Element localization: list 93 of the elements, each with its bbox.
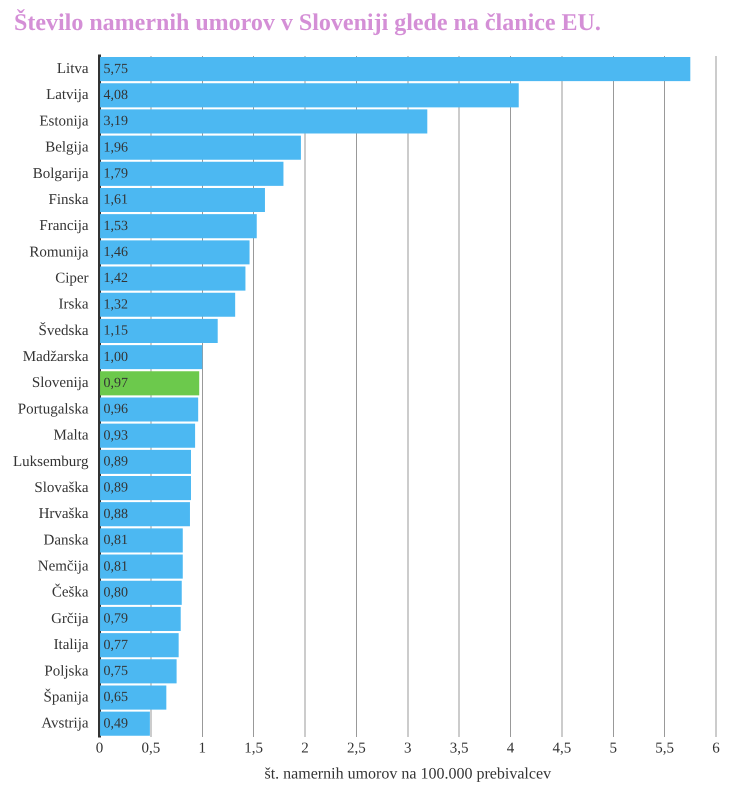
data-label: 1,46 xyxy=(104,245,128,260)
y-tick-label: Hrvaška xyxy=(38,506,89,522)
bar xyxy=(100,606,181,632)
x-tick-label: 2 xyxy=(301,740,309,757)
data-label: 0,65 xyxy=(104,690,128,706)
y-tick-label: Finska xyxy=(48,192,89,208)
data-label: 1,53 xyxy=(104,218,128,234)
bar xyxy=(100,633,179,658)
data-label: 0,79 xyxy=(104,612,128,627)
bar xyxy=(100,109,428,134)
data-label: 0,88 xyxy=(104,506,128,522)
bar xyxy=(100,450,191,474)
y-tick-label: Španija xyxy=(44,688,89,706)
x-tick-label: 3 xyxy=(404,740,412,757)
bar xyxy=(100,136,301,160)
y-tick-label: Latvija xyxy=(46,87,89,104)
data-label: 1,15 xyxy=(104,324,128,339)
y-tick-label: Nemčija xyxy=(38,558,89,575)
bar xyxy=(100,502,190,526)
y-tick-label: Romunija xyxy=(29,244,89,260)
y-tick-label: Irska xyxy=(58,296,89,313)
y-tick-label: Danska xyxy=(44,532,89,548)
data-label: 0,77 xyxy=(104,638,128,653)
bar xyxy=(100,685,166,710)
bar xyxy=(100,83,519,108)
bar xyxy=(100,659,177,684)
data-label: 0,49 xyxy=(104,716,128,732)
y-tick-label: Italija xyxy=(54,637,89,654)
x-tick-label: 1,5 xyxy=(244,740,264,757)
y-tick-label: Madžarska xyxy=(22,349,89,366)
data-label: 1,79 xyxy=(104,166,128,182)
data-label: 0,97 xyxy=(104,376,128,391)
data-label: 1,32 xyxy=(104,297,128,312)
y-tick-label: Bolgarija xyxy=(32,166,89,182)
data-label: 1,61 xyxy=(104,192,128,208)
bar xyxy=(100,712,150,736)
bar xyxy=(100,424,196,448)
y-tick-label: Avstrija xyxy=(41,716,89,732)
y-tick-label: Češka xyxy=(52,584,89,601)
y-tick-label: Švedska xyxy=(38,322,89,339)
bar xyxy=(100,292,236,317)
bar xyxy=(100,188,265,212)
x-tick-label: 0,5 xyxy=(142,740,160,757)
data-label: 3,19 xyxy=(104,114,128,130)
x-tick-label: 6 xyxy=(712,740,720,757)
data-label: 0,89 xyxy=(104,480,128,496)
data-label: 0,96 xyxy=(104,402,128,418)
bar xyxy=(100,240,250,264)
x-tick-label: 3,5 xyxy=(450,740,469,757)
y-tick-label: Slovaška xyxy=(34,480,89,496)
y-tick-label: Estonija xyxy=(39,113,89,130)
y-tick-label: Poljska xyxy=(44,663,89,680)
x-tick-label: 1 xyxy=(198,740,206,757)
x-axis-title: št. namernih umorov na 100.000 prebivalcev xyxy=(264,766,552,783)
bar xyxy=(100,214,257,238)
bar xyxy=(100,397,198,422)
data-label: 4,08 xyxy=(104,88,128,103)
data-label: 0,75 xyxy=(104,664,128,680)
x-tick-label: 4 xyxy=(506,740,515,757)
data-label: 0,81 xyxy=(104,533,128,548)
y-tick-label: Luksemburg xyxy=(12,454,90,470)
data-label: 0,89 xyxy=(104,454,128,470)
x-tick-label: 0 xyxy=(96,740,104,757)
bar xyxy=(100,580,182,605)
data-label: 5,75 xyxy=(104,62,128,77)
bar xyxy=(100,554,183,579)
bar xyxy=(100,162,284,186)
bar xyxy=(100,318,218,343)
bar xyxy=(100,371,200,396)
y-tick-label: Grčija xyxy=(51,610,89,627)
y-tick-label: Litva xyxy=(56,61,89,78)
bar xyxy=(100,528,183,552)
bar xyxy=(100,345,202,370)
chart-title: Število namernih umorov v Sloveniji glede na članice EU. xyxy=(13,8,602,38)
y-tick-label: Ciper xyxy=(55,270,89,287)
data-label: 0,81 xyxy=(104,559,128,574)
y-tick-label: Portugalska xyxy=(18,401,89,418)
x-tick-label: 2,5 xyxy=(347,740,366,757)
bar xyxy=(100,266,246,291)
y-tick-label: Belgija xyxy=(45,140,89,156)
data-label: 0,80 xyxy=(104,585,128,600)
x-tick-label: 5 xyxy=(610,740,618,757)
x-tick-label: 4,5 xyxy=(552,740,572,757)
data-label: 0,93 xyxy=(104,428,128,444)
y-tick-label: Slovenija xyxy=(32,375,89,392)
bar xyxy=(100,57,690,82)
data-label: 1,96 xyxy=(104,140,128,156)
x-tick-label: 5,5 xyxy=(655,740,674,757)
data-label: 1,42 xyxy=(104,271,128,286)
data-label: 1,00 xyxy=(104,350,128,365)
bar xyxy=(100,476,191,500)
y-tick-label: Malta xyxy=(54,428,89,444)
y-tick-label: Francija xyxy=(39,218,89,234)
